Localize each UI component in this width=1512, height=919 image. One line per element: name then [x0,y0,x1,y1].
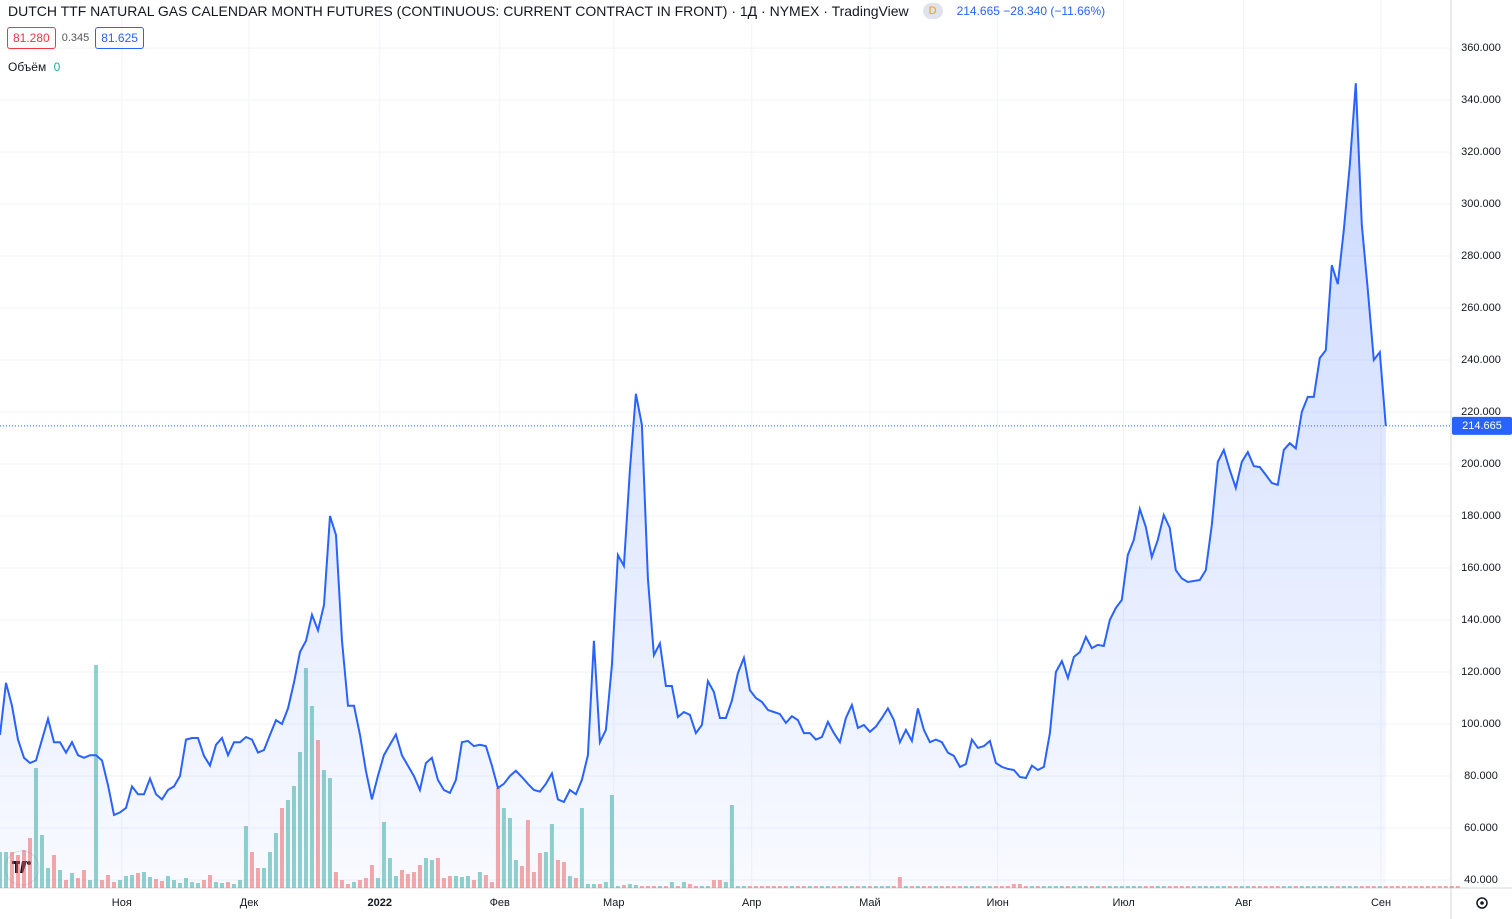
x-tick-label: Сен [1371,897,1391,909]
ask[interactable]: 81.625 [95,27,144,49]
x-tick-label: 2022 [368,897,392,909]
settings-icon[interactable] [1476,897,1488,909]
volume-legend: Объём 0 [8,60,60,74]
volume-value: 0 [53,60,61,74]
y-tick-label: 220.000 [1461,406,1501,418]
last-price-label: 214.665 [1462,420,1502,432]
volume-name: Объём [8,60,47,74]
x-tick-label: Май [859,897,881,909]
volume-bar [1455,886,1460,888]
volume-bar [1419,886,1424,888]
x-tick-label: Июн [987,897,1009,909]
price-line [0,83,1387,817]
x-tick-label: Апр [742,897,761,909]
quote: 214.665 −28.340 (−11.66%) [956,4,1106,18]
y-tick-label: 300.000 [1461,198,1501,210]
spread: 0.345 [61,32,90,44]
volume-bar [1401,886,1406,888]
y-tick-label: 180.000 [1461,510,1501,522]
y-tick-label: 80.000 [1464,770,1498,782]
volume-bar [1437,886,1442,888]
y-tick-label: 120.000 [1461,666,1501,678]
volume-bar [1431,886,1436,888]
bid-ask: 81.280 0.345 81.625 [7,27,144,49]
y-tick-label: 160.000 [1461,562,1501,574]
y-tick-label: 240.000 [1461,354,1501,366]
volume-bar [1413,886,1418,888]
y-tick-label: 60.000 [1464,822,1498,834]
y-tick-label: 320.000 [1461,146,1501,158]
symbol-title: DUTCH TTF NATURAL GAS CALENDAR MONTH FUT… [8,3,909,19]
x-tick-label: Фев [490,897,510,909]
y-tick-label: 340.000 [1461,94,1501,106]
series: 214.665 [0,83,1512,888]
x-tick-label: Ноя [112,897,132,909]
bid[interactable]: 81.280 [7,27,56,49]
y-tick-label: 280.000 [1461,250,1501,262]
x-tick-label: Мар [603,897,625,909]
last-price-box [1452,416,1512,435]
y-tick-label: 140.000 [1461,614,1501,626]
x-tick-label: Июл [1112,897,1134,909]
header: DUTCH TTF NATURAL GAS CALENDAR MONTH FUT… [8,3,1105,19]
volume-bar [1443,886,1448,888]
y-tick-label: 200.000 [1461,458,1501,470]
volume-bar [1425,886,1430,888]
volume-bar [1449,886,1454,888]
volume-bar [1395,886,1400,888]
y-tick-label: 380.000 [1461,0,1501,2]
volume-bar [1389,886,1394,888]
volume-bar [1407,886,1412,888]
volume-bar [1383,886,1388,888]
y-tick-label: 100.000 [1461,718,1501,730]
y-tick-label: 360.000 [1461,42,1501,54]
y-tick-label: 40.000 [1464,874,1498,886]
interval-badge[interactable]: D [922,3,943,19]
x-tick-label: Авг [1235,897,1252,909]
x-tick-label: Дек [240,897,259,909]
y-tick-label: 260.000 [1461,302,1501,314]
